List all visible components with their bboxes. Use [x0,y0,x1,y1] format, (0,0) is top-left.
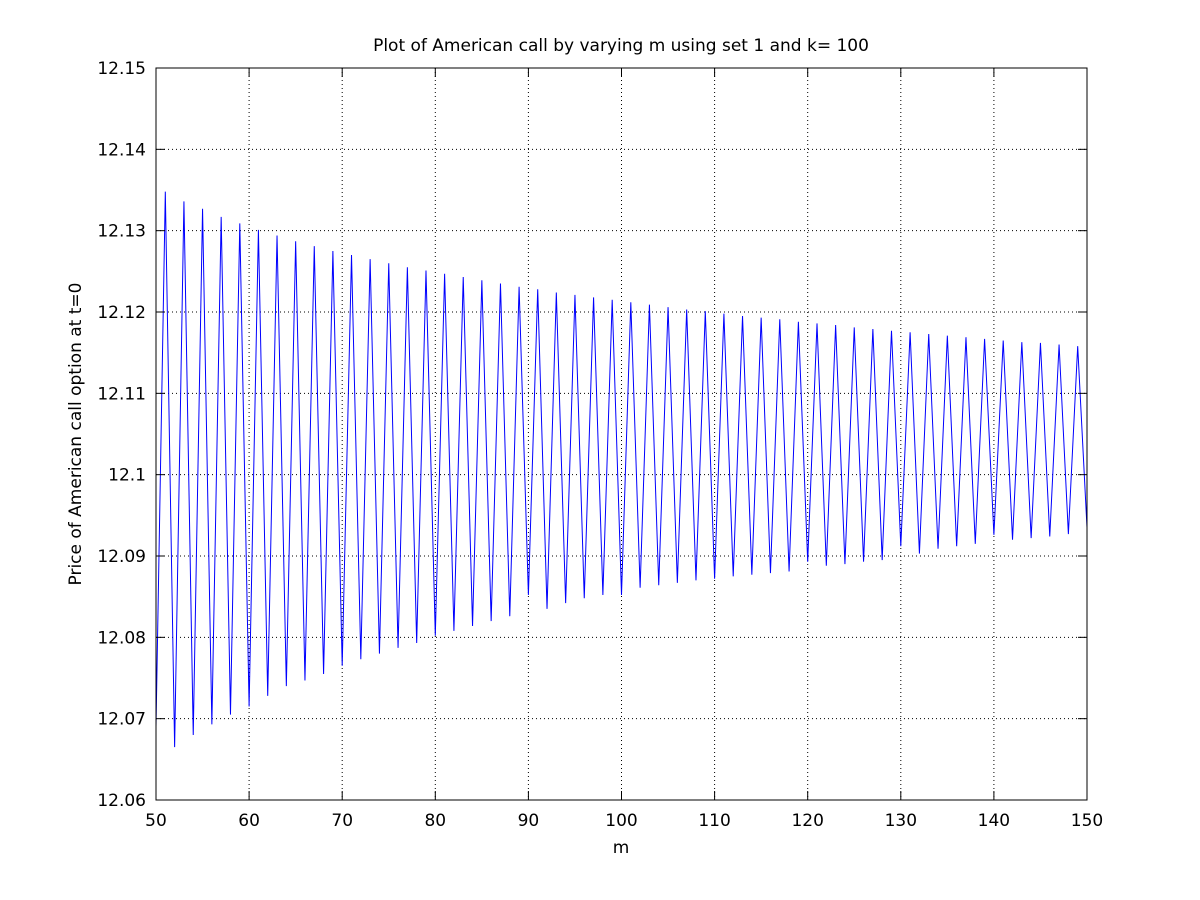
y-tick-label: 12.06 [97,791,146,811]
x-axis-tick-labels: 50 60 70 80 90 100 110 120 130 140 150 [145,811,1103,831]
y-tick-label: 12.12 [97,303,146,323]
x-tick-label: 80 [424,811,446,831]
y-tick-label: 12.1 [108,466,146,486]
y-tick-label: 12.11 [97,384,146,404]
plot-area [156,68,1087,800]
x-tick-label: 100 [605,811,637,831]
y-axis-label: Price of American call option at t=0 [66,283,86,586]
y-axis-tick-labels: 12.06 12.07 12.08 12.09 12.1 12.11 12.12 12.13 1… [97,59,146,811]
x-tick-label: 60 [238,811,260,831]
y-tick-label: 12.09 [97,547,146,567]
x-tick-label: 110 [698,811,730,831]
y-tick-label: 12.13 [97,222,146,242]
x-tick-label: 70 [331,811,353,831]
x-tick-label: 120 [791,811,823,831]
x-tick-label: 90 [518,811,540,831]
price-series-line [155,191,1088,748]
x-tick-label: 130 [885,811,917,831]
x-tick-label: 50 [145,811,167,831]
y-tick-label: 12.08 [97,628,146,648]
y-tick-label: 12.07 [97,710,146,730]
x-axis-label: m [613,838,630,858]
axis-ticks [155,67,1088,801]
x-tick-label: 150 [1071,811,1103,831]
y-tick-label: 12.15 [97,59,146,79]
x-tick-label: 140 [978,811,1010,831]
chart-title: Plot of American call by varying m using… [373,36,869,56]
y-tick-label: 12.14 [97,140,146,160]
data-series [155,191,1088,748]
